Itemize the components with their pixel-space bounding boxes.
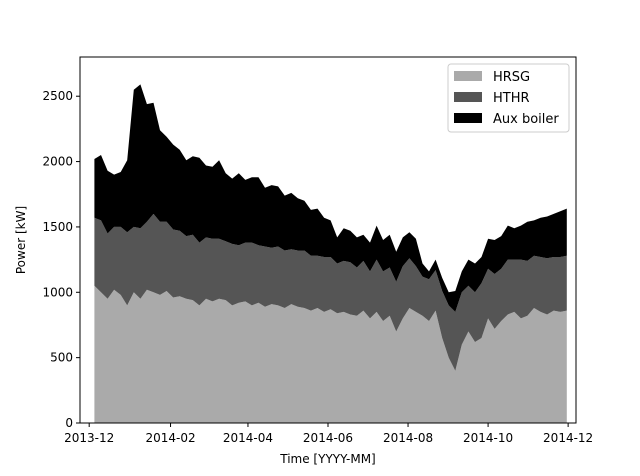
x-tick-label: 2014-08: [383, 431, 433, 445]
x-tick-label: 2013-12: [64, 431, 114, 445]
x-axis-label: Time [YYYY-MM]: [279, 452, 375, 466]
x-tick-label: 2014-04: [223, 431, 273, 445]
y-tick-label: 1500: [42, 220, 73, 234]
y-axis-label: Power [kW]: [14, 206, 28, 274]
y-tick-label: 500: [50, 351, 73, 365]
area-series-aux-boiler: [94, 84, 567, 312]
area-series-hthr: [94, 213, 567, 371]
y-tick-label: 2000: [42, 155, 73, 169]
x-axis: 2013-12 2014-02 2014-04 2014-06 2014-08 2014-…: [64, 423, 593, 445]
y-axis: 0 500 1000 1500 2000 2500: [42, 89, 80, 430]
legend-label: HRSG: [493, 70, 530, 85]
legend: HRSG HTHR Aux boiler: [447, 63, 570, 133]
legend-swatch-hrsg: [454, 71, 482, 81]
x-tick-label: 2014-02: [145, 431, 195, 445]
y-tick-label: 0: [65, 416, 73, 430]
area-series-group: [94, 84, 567, 423]
legend-swatch-aux-boiler: [454, 113, 482, 123]
y-tick-label: 1000: [42, 285, 73, 299]
legend-label: Aux boiler: [493, 112, 559, 127]
y-tick-label: 2500: [42, 89, 73, 103]
area-series-hrsg: [94, 285, 567, 423]
x-tick-label: 2014-12: [543, 431, 593, 445]
legend-label: HTHR: [493, 91, 530, 106]
x-tick-label: 2014-10: [463, 431, 513, 445]
legend-swatch-hthr: [454, 92, 482, 102]
x-tick-label: 2014-06: [303, 431, 353, 445]
